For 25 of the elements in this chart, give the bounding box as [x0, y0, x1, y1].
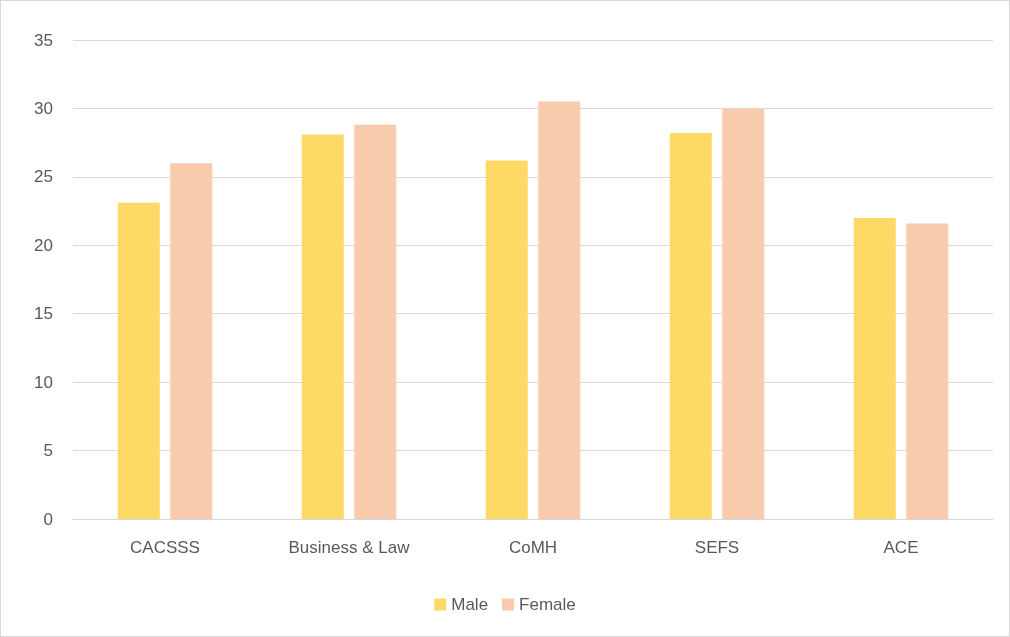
- y-tick-label: 35: [34, 30, 53, 50]
- bar: [906, 223, 949, 519]
- bar: [853, 217, 896, 519]
- y-tick-label: 10: [34, 372, 53, 392]
- y-tick-label: 25: [34, 167, 53, 187]
- x-tick-label: CoMH: [508, 538, 558, 557]
- bar: [485, 160, 528, 519]
- bar: [538, 101, 581, 519]
- x-tick-label: ACE: [883, 538, 919, 557]
- x-tick-label: Business & Law: [288, 538, 411, 557]
- y-tick-label: 15: [34, 304, 53, 324]
- y-tick-label: 5: [43, 441, 53, 461]
- legend-label: Male: [451, 595, 489, 614]
- y-tick-label: 0: [43, 509, 53, 529]
- bar: [354, 124, 397, 519]
- bar: [117, 202, 160, 519]
- y-tick-label: 30: [34, 98, 53, 118]
- x-tick-label: CACSSS: [130, 538, 200, 557]
- bar: [669, 133, 712, 519]
- bar: [301, 134, 344, 519]
- y-tick-label: 20: [34, 235, 53, 255]
- bar: [722, 108, 765, 519]
- bar: [170, 163, 213, 519]
- legend-label: Female: [519, 595, 576, 614]
- x-tick-label: SEFS: [694, 538, 740, 557]
